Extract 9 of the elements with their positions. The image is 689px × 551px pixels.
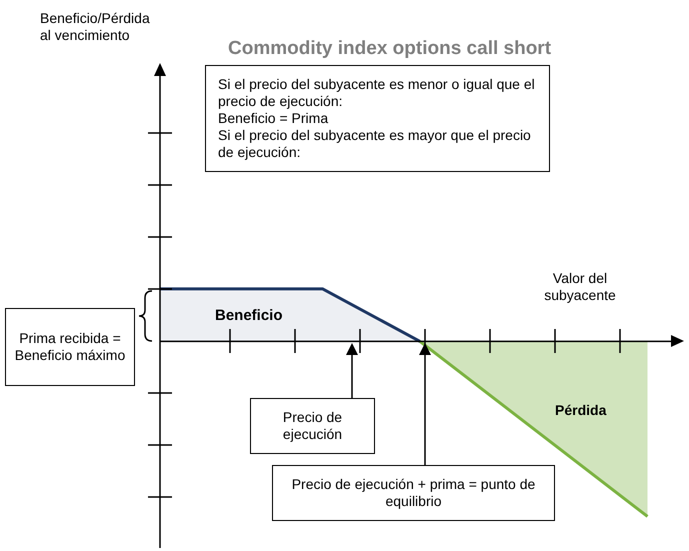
x-axis-title: Valor del subyacente (543, 270, 617, 304)
callout-box: Precio de ejecución (250, 398, 375, 454)
callout-box: Si el precio del subyacente es menor o igual que el precio de ejecución: Beneficio = Prima Si el precio del subyacente es mayor que el precio de ejecución: (205, 65, 550, 172)
text: Beneficio/Pérdida al vencimiento (40, 10, 151, 44)
callout-box: Precio de ejecución + prima = punto de equilibrio (272, 465, 555, 521)
chart-title: Commodity index options call short (228, 38, 552, 59)
annotation: Beneficio (215, 307, 283, 324)
callout-box: Prima recibida = Beneficio máximo (5, 308, 135, 386)
annotation: Pérdida (555, 402, 606, 419)
